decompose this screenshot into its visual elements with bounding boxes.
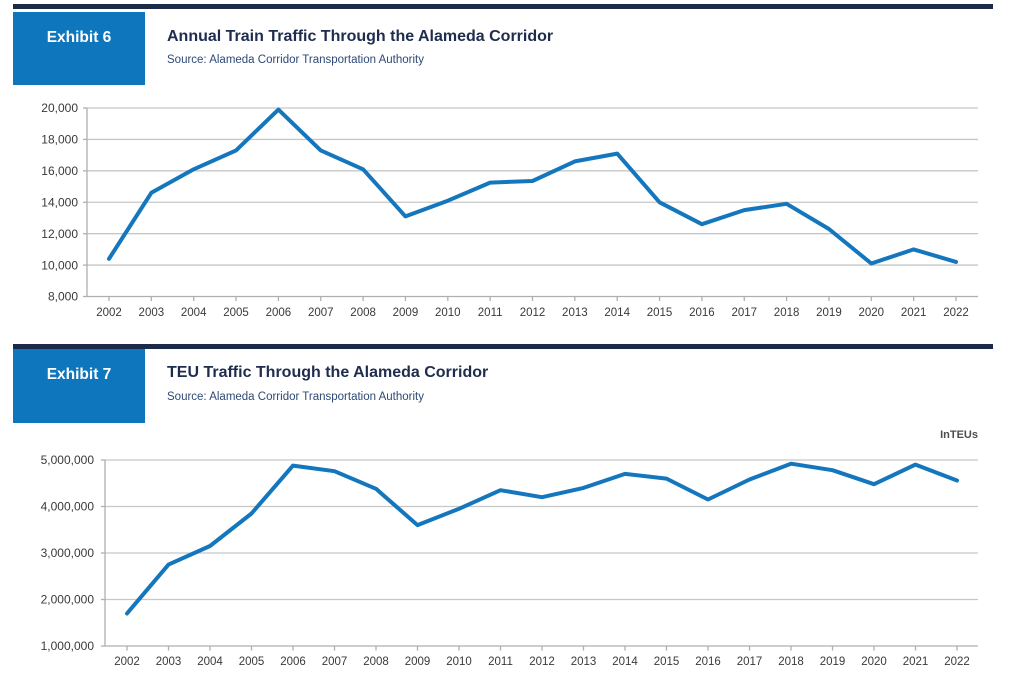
x-axis-tick-label: 2002 <box>114 656 140 668</box>
x-axis-tick-label: 2018 <box>774 307 800 319</box>
x-axis-tick-label: 2015 <box>647 307 673 319</box>
y-axis-tick-label: 12,000 <box>41 227 78 241</box>
x-axis-tick-label: 2017 <box>731 307 757 319</box>
y-axis-tick-label: 20,000 <box>41 101 78 115</box>
x-axis-tick-label: 2010 <box>435 307 461 319</box>
exhibit7-title: TEU Traffic Through the Alameda Corridor <box>167 364 489 381</box>
y-axis-labels: 1,000,000 2,000,000 3,000,000 4,000,000 5,00… <box>41 453 95 653</box>
x-axis-tick-label: 2019 <box>820 656 846 668</box>
x-axis-tick-label: 2005 <box>239 656 265 668</box>
exhibit6-top-rule <box>13 4 993 9</box>
exhibit6-badge-label: Exhibit 6 <box>46 29 112 46</box>
exhibit7-badge-label: Exhibit 7 <box>46 366 112 383</box>
x-axis-tick-label: 2013 <box>562 307 588 319</box>
x-axis-tick-label: 2006 <box>280 656 306 668</box>
x-axis-tick-label: 2018 <box>778 656 804 668</box>
x-axis-tick-label: 2004 <box>181 307 207 319</box>
data-line <box>107 107 958 266</box>
y-axis-tick-label: 8,000 <box>48 290 78 304</box>
x-axis-tick-label: 2009 <box>405 656 431 668</box>
x-axis-labels: 2002 2003 2004 2005 2006 2007 2008 2009 2010 2011… <box>114 646 970 668</box>
x-axis-tick-label: 2012 <box>529 656 555 668</box>
y-axis-tick-label: 5,000,000 <box>41 453 95 467</box>
exhibit6-title: Annual Train Traffic Through the Alameda… <box>167 28 554 45</box>
x-axis-tick-label: 2021 <box>903 656 929 668</box>
x-axis-tick-label: 2002 <box>96 307 122 319</box>
teu-traffic-line-chart: 1,000,000 2,000,000 3,000,000 4,000,000 5,00… <box>41 453 978 668</box>
x-axis-tick-label: 2013 <box>571 656 597 668</box>
gridlines <box>83 107 978 298</box>
x-axis-tick-label: 2022 <box>944 656 970 668</box>
y-axis-tick-label: 16,000 <box>41 164 78 178</box>
x-axis-tick-label: 2007 <box>322 656 348 668</box>
y-axis-tick-label: 14,000 <box>41 195 78 209</box>
x-axis-tick-label: 2011 <box>478 307 503 319</box>
y-axis-tick-label: 3,000,000 <box>41 546 95 560</box>
x-axis-tick-label: 2014 <box>604 307 630 319</box>
y-axis-tick-label: 10,000 <box>41 258 78 272</box>
x-axis-tick-label: 2019 <box>816 307 842 319</box>
x-axis-tick-label: 2016 <box>689 307 715 319</box>
x-axis-tick-label: 2008 <box>350 307 376 319</box>
exhibit7-source: Source: Alameda Corridor Transportation … <box>167 391 424 403</box>
x-axis-tick-label: 2012 <box>520 307 546 319</box>
x-axis-tick-label: 2004 <box>197 656 223 668</box>
x-axis-tick-label: 2006 <box>266 307 292 319</box>
x-axis-tick-label: 2021 <box>901 307 927 319</box>
exhibit6-badge: Exhibit 6 <box>13 12 145 85</box>
x-axis-tick-label: 2017 <box>737 656 763 668</box>
x-axis-tick-label: 2005 <box>223 307 249 319</box>
x-axis-labels: 2002 2003 2004 2005 2006 2007 2008 2009 2010 2011… <box>96 296 969 319</box>
x-axis-tick-label: 2020 <box>861 656 887 668</box>
gridlines <box>101 459 978 647</box>
x-axis-tick-label: 2016 <box>695 656 721 668</box>
y-axis-tick-label: 1,000,000 <box>41 639 95 653</box>
exhibit7-badge: Exhibit 7 <box>13 349 145 423</box>
x-axis-tick-label: 2009 <box>393 307 419 319</box>
y-axis-tick-label: 4,000,000 <box>41 500 95 514</box>
y-axis-tick-label: 18,000 <box>41 133 78 147</box>
data-line <box>125 461 959 616</box>
exhibit7-top-rule <box>13 344 993 349</box>
x-axis-tick-label: 2011 <box>488 656 513 668</box>
x-axis-tick-label: 2020 <box>859 307 885 319</box>
x-axis-tick-label: 2003 <box>156 656 182 668</box>
x-axis-tick-label: 2014 <box>612 656 638 668</box>
teu-units-label: InTEUs <box>940 429 978 441</box>
y-axis-labels: 8,000 10,000 12,000 14,000 16,000 18,000 20,00… <box>41 101 78 304</box>
exhibit6-source: Source: Alameda Corridor Transportation … <box>167 54 424 66</box>
x-axis-tick-label: 2007 <box>308 307 334 319</box>
x-axis-tick-label: 2008 <box>363 656 389 668</box>
train-traffic-line-chart: 8,000 10,000 12,000 14,000 16,000 18,000 20,00… <box>41 101 978 319</box>
x-axis-tick-label: 2022 <box>943 307 969 319</box>
x-axis-tick-label: 2015 <box>654 656 680 668</box>
x-axis-tick-label: 2010 <box>446 656 472 668</box>
x-axis-tick-label: 2003 <box>139 307 165 319</box>
y-axis-tick-label: 2,000,000 <box>41 593 95 607</box>
